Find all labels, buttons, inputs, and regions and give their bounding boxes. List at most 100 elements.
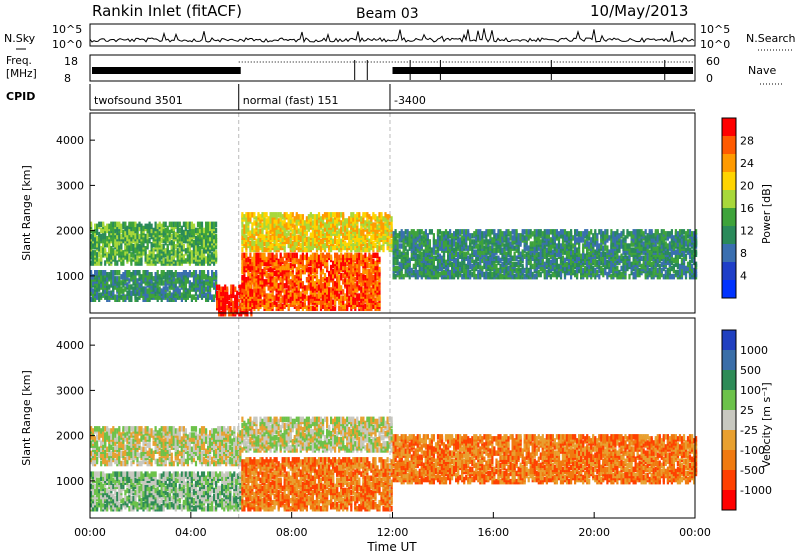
heatmap-cell [334, 297, 337, 303]
heatmap-cell [416, 235, 419, 241]
heatmap-cell [376, 268, 379, 275]
heatmap-cell [311, 228, 314, 234]
heatmap-cell [483, 271, 486, 278]
heatmap-cell [515, 255, 518, 261]
heatmap-cell [166, 244, 169, 250]
heatmap-cell [489, 269, 492, 276]
heatmap-cell [132, 270, 135, 276]
heatmap-cell [505, 267, 508, 274]
heatmap-cell [202, 252, 206, 258]
heatmap-cell [334, 266, 337, 273]
heatmap-cell [533, 273, 536, 280]
heatmap-cell [297, 228, 300, 234]
heatmap-cell [561, 255, 565, 261]
heatmap-cell [170, 278, 173, 284]
heatmap-cell [178, 233, 181, 240]
heatmap-cell [440, 239, 444, 245]
heatmap-cell [196, 250, 200, 256]
heatmap-cell [220, 286, 223, 292]
heatmap-cell [271, 216, 274, 222]
heatmap-cell [356, 252, 359, 259]
heatmap-cell [215, 244, 218, 250]
heatmap-cell [330, 297, 333, 303]
heatmap-cell [164, 272, 167, 278]
heatmap-cell [340, 252, 343, 259]
heatmap-cell [188, 254, 191, 260]
heatmap-cell [317, 289, 321, 295]
heatmap-cell [255, 220, 258, 226]
heatmap-cell [134, 274, 137, 280]
heatmap-cell [283, 218, 286, 224]
heatmap-cell [144, 256, 147, 262]
heatmap-cell [291, 299, 294, 305]
heatmap-cell [265, 270, 268, 277]
heatmap-cell [261, 260, 264, 267]
heatmap-cell [241, 297, 244, 303]
heatmap-cell [428, 229, 431, 235]
heatmap-cell [416, 243, 419, 249]
heatmap-cell [420, 239, 423, 245]
heatmap-cell [142, 294, 145, 300]
heatmap-cell [170, 284, 173, 290]
heatmap-cell [414, 231, 417, 237]
heatmap-cell [471, 239, 474, 245]
heatmap-cell [416, 273, 419, 280]
heatmap-cell [136, 270, 139, 276]
heatmap-cell [366, 246, 369, 253]
heatmap-cell [283, 289, 286, 295]
heatmap-cell [305, 277, 308, 283]
heatmap-cell [211, 270, 214, 276]
heatmap-cell [352, 266, 355, 273]
heatmap-cell [455, 241, 458, 247]
heatmap-cell [400, 243, 403, 249]
heatmap-cell [449, 239, 452, 245]
heatmap-cell [330, 238, 333, 245]
heatmap-cell [557, 239, 561, 245]
heatmap-cell [162, 270, 165, 276]
heatmap-cell [146, 237, 149, 244]
heatmap-cell [164, 292, 167, 298]
heatmap-cell [332, 218, 335, 224]
heatmap-cell [128, 290, 131, 296]
heatmap-cell [287, 230, 290, 236]
heatmap-cell [247, 256, 250, 263]
heatmap-cell [567, 249, 571, 255]
heatmap-cell [164, 227, 167, 234]
heatmap-cell [218, 304, 221, 311]
heatmap-cell [424, 239, 427, 245]
heatmap-cell [120, 250, 123, 256]
freq-band-2 [392, 67, 693, 74]
heatmap-cell [205, 274, 208, 280]
heatmap-cell [533, 241, 536, 247]
heatmap-cell [475, 243, 478, 249]
heatmap-cell [406, 271, 409, 278]
heatmap-cell [152, 252, 155, 258]
heatmap-cell [396, 259, 399, 266]
heatmap-cell [170, 239, 173, 246]
heatmap-cell [285, 236, 288, 242]
heatmap-cell [418, 263, 421, 270]
heatmap-cell [255, 260, 258, 267]
heatmap-cell [537, 237, 540, 243]
heatmap-cell [525, 229, 528, 235]
heatmap-cell [378, 256, 381, 263]
heatmap-cell [178, 278, 181, 284]
heatmap-cell [388, 220, 391, 226]
heatmap-cell [440, 235, 444, 241]
heatmap-cell [253, 252, 256, 259]
heatmap-cell [372, 252, 375, 259]
heatmap-cell [267, 252, 270, 259]
heatmap-cell [378, 240, 381, 247]
heatmap-cell [90, 233, 93, 240]
heatmap-cell [156, 242, 159, 248]
heatmap-cell [251, 222, 254, 228]
heatmap-cell [273, 277, 276, 283]
heatmap-cell [398, 249, 401, 255]
nsky-trace [89, 28, 695, 44]
heatmap-cell [108, 294, 111, 300]
heatmap-cell [126, 270, 129, 276]
heatmap-cell [106, 235, 109, 242]
heatmap-cell [346, 270, 349, 277]
heatmap-cell [332, 305, 335, 311]
heatmap-cell [243, 279, 246, 285]
